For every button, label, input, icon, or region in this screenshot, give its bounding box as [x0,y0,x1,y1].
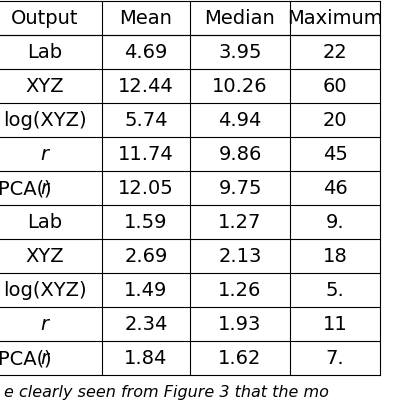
Text: 11.74: 11.74 [118,145,173,164]
Text: PCA(​: PCA(​ [0,348,45,368]
Text: log(XYZ): log(XYZ) [3,111,86,130]
Text: 2.13: 2.13 [218,247,261,266]
Text: Maximum: Maximum [286,9,382,29]
Text: 4.69: 4.69 [124,43,167,62]
Text: 22: 22 [322,43,346,62]
Text: 11: 11 [322,315,346,334]
Text: 20: 20 [322,111,346,130]
Text: r: r [40,315,48,334]
Text: 1.49: 1.49 [124,281,167,300]
Text: XYZ: XYZ [25,247,64,266]
Text: XYZ: XYZ [25,77,64,96]
Text: 4.94: 4.94 [218,111,261,130]
Text: r: r [40,348,48,368]
Text: r: r [40,179,48,198]
Text: Lab: Lab [27,43,62,62]
Text: r: r [40,145,48,164]
Text: Mean: Mean [119,9,172,29]
Text: 7.: 7. [325,348,344,368]
Text: 1.62: 1.62 [218,348,261,368]
Text: ​): ​) [45,179,52,198]
Text: 1.26: 1.26 [218,281,261,300]
Text: ​): ​) [45,348,52,368]
Text: e clearly seen from Figure 3 that the mo: e clearly seen from Figure 3 that the mo [4,384,328,400]
Text: 10.26: 10.26 [212,77,267,96]
Text: Lab: Lab [27,213,62,232]
Text: log(XYZ): log(XYZ) [3,281,86,300]
Text: 12.05: 12.05 [118,179,173,198]
Text: 1.59: 1.59 [124,213,167,232]
Text: 3.95: 3.95 [218,43,261,62]
Text: Output: Output [11,9,78,29]
Text: Median: Median [204,9,275,29]
Text: 46: 46 [322,179,346,198]
Text: 5.: 5. [325,281,344,300]
Text: 60: 60 [322,77,346,96]
Text: 18: 18 [322,247,346,266]
Text: 2.34: 2.34 [124,315,167,334]
Text: 9.86: 9.86 [218,145,261,164]
Text: PCA(​: PCA(​ [0,179,45,198]
Text: 45: 45 [322,145,346,164]
Text: 1.27: 1.27 [218,213,261,232]
Text: 9.75: 9.75 [218,179,261,198]
Text: 12.44: 12.44 [118,77,173,96]
Text: 1.84: 1.84 [124,348,167,368]
Text: 5.74: 5.74 [124,111,167,130]
Text: 2.69: 2.69 [124,247,167,266]
Text: 9.: 9. [325,213,344,232]
Text: 1.93: 1.93 [218,315,261,334]
